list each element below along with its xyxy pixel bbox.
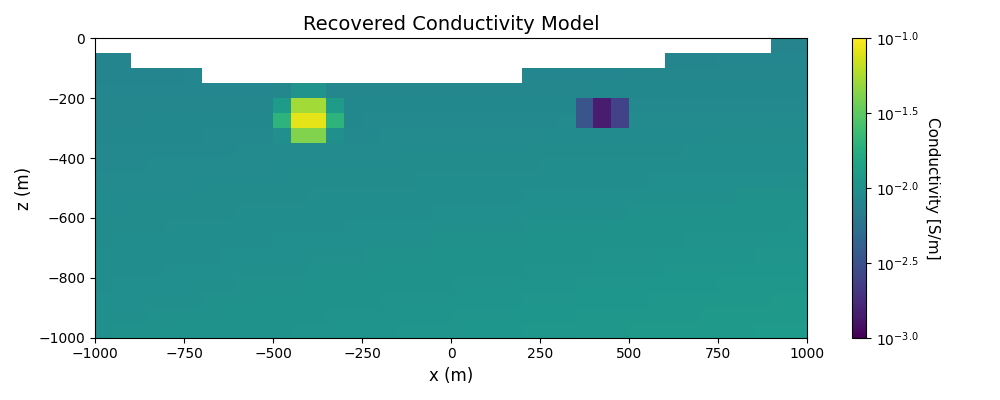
Y-axis label: z (m): z (m) (15, 166, 33, 210)
Title: Recovered Conductivity Model: Recovered Conductivity Model (303, 15, 599, 34)
Y-axis label: Conductivity [S/m]: Conductivity [S/m] (925, 117, 940, 259)
X-axis label: x (m): x (m) (429, 367, 473, 385)
